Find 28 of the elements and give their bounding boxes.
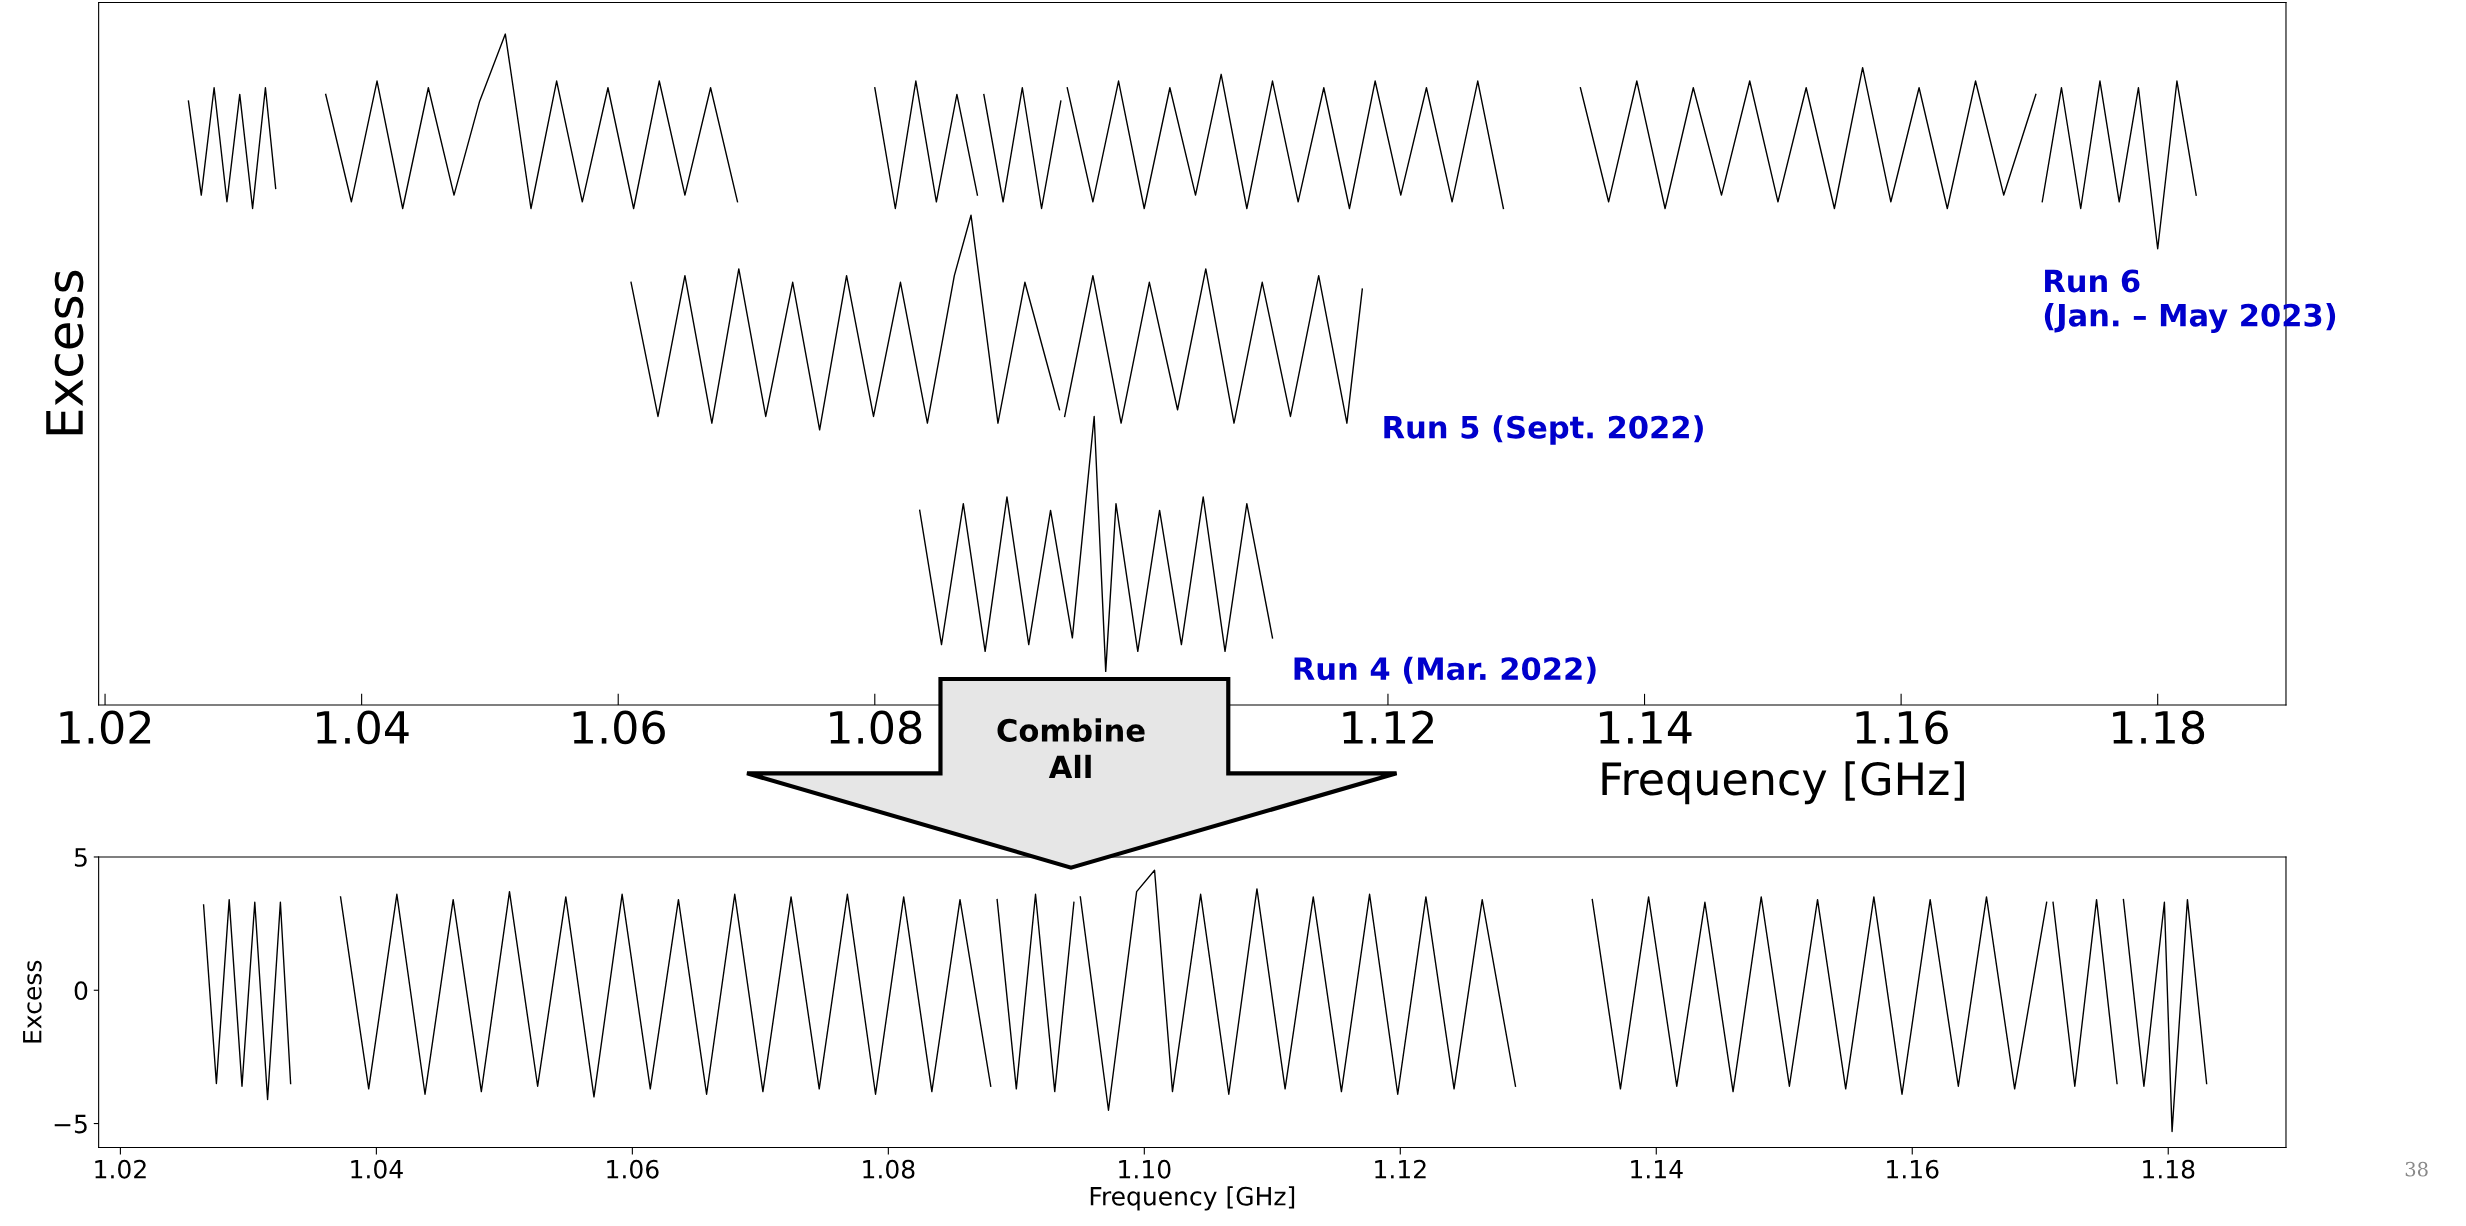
- x-tick-label: 1.16: [1887, 1159, 1939, 1179]
- text: Combine All: [997, 718, 1145, 779]
- x-tick-label: 1.04: [317, 710, 409, 745]
- text: 38: [2405, 1161, 2428, 1177]
- x-tick-label: 1.14: [1599, 711, 1692, 744]
- y-tick-label: 0: [74, 981, 88, 1001]
- x-axis-title: Frequency [GHz]: [1602, 761, 1964, 805]
- x-tick-label: 1.08: [863, 1159, 915, 1179]
- y-tick-label: 5: [74, 848, 87, 867]
- x-tick-label: 1.10: [1119, 1159, 1171, 1179]
- series-label: Run 4 (Mar. 2022): [1294, 656, 1596, 684]
- x-tick-label: 1.18: [2113, 710, 2205, 745]
- x-tick-label: 1.02: [60, 710, 151, 745]
- x-tick-label: 1.14: [1631, 1160, 1683, 1179]
- x-tick-label: 1.12: [1375, 1159, 1426, 1179]
- x-tick-label: 1.06: [573, 710, 665, 745]
- x-axis-title: Frequency [GHz]: [1090, 1186, 1295, 1211]
- x-tick-label: 1.04: [351, 1159, 403, 1179]
- x-tick-label: 1.02: [95, 1159, 146, 1179]
- x-tick-label: 1.12: [1343, 710, 1433, 744]
- y-tick-label: −5: [54, 1114, 87, 1134]
- series-label: Run 5 (Sept. 2022): [1384, 415, 1703, 445]
- x-tick-label: 1.18: [2143, 1159, 2195, 1179]
- x-tick-label: 1.16: [1856, 710, 1948, 745]
- y-axis-title: Excess: [46, 270, 84, 435]
- x-tick-label: 1.06: [607, 1159, 659, 1179]
- x-tick-label: 1.08: [830, 710, 922, 745]
- y-axis-title: Excess: [23, 960, 42, 1043]
